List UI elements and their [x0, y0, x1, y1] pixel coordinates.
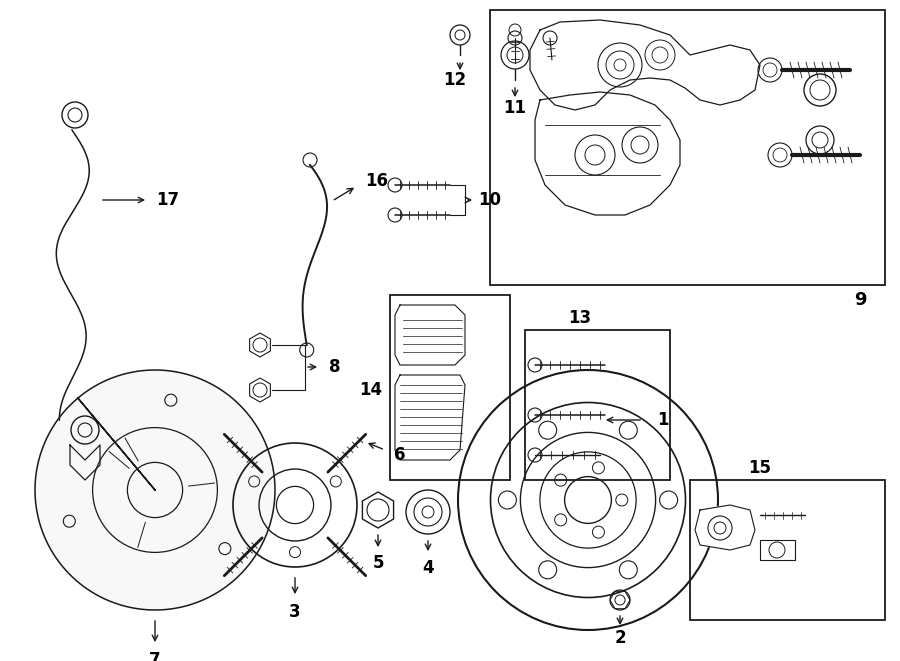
Text: 13: 13 — [569, 309, 591, 327]
Polygon shape — [395, 305, 465, 365]
Polygon shape — [35, 370, 275, 610]
Text: 4: 4 — [422, 559, 434, 577]
Text: 2: 2 — [614, 629, 626, 647]
Text: 17: 17 — [157, 191, 180, 209]
Bar — [760, 540, 795, 560]
Bar — [390, 295, 510, 480]
Text: 10: 10 — [479, 191, 501, 209]
Text: 12: 12 — [444, 71, 466, 89]
Text: 5: 5 — [373, 554, 383, 572]
Bar — [525, 330, 670, 480]
Polygon shape — [530, 20, 760, 110]
Bar — [690, 480, 885, 620]
Text: 1: 1 — [657, 411, 669, 429]
Text: 8: 8 — [329, 358, 341, 376]
Text: 9: 9 — [854, 291, 866, 309]
Polygon shape — [395, 375, 465, 460]
Text: 7: 7 — [149, 651, 161, 661]
Polygon shape — [535, 92, 680, 215]
Text: 15: 15 — [749, 459, 771, 477]
Bar — [490, 10, 885, 285]
Text: 3: 3 — [289, 603, 301, 621]
Text: 11: 11 — [503, 99, 526, 117]
Polygon shape — [695, 505, 755, 550]
Text: 16: 16 — [365, 172, 388, 190]
Text: 14: 14 — [359, 381, 382, 399]
Text: 6: 6 — [394, 446, 406, 464]
